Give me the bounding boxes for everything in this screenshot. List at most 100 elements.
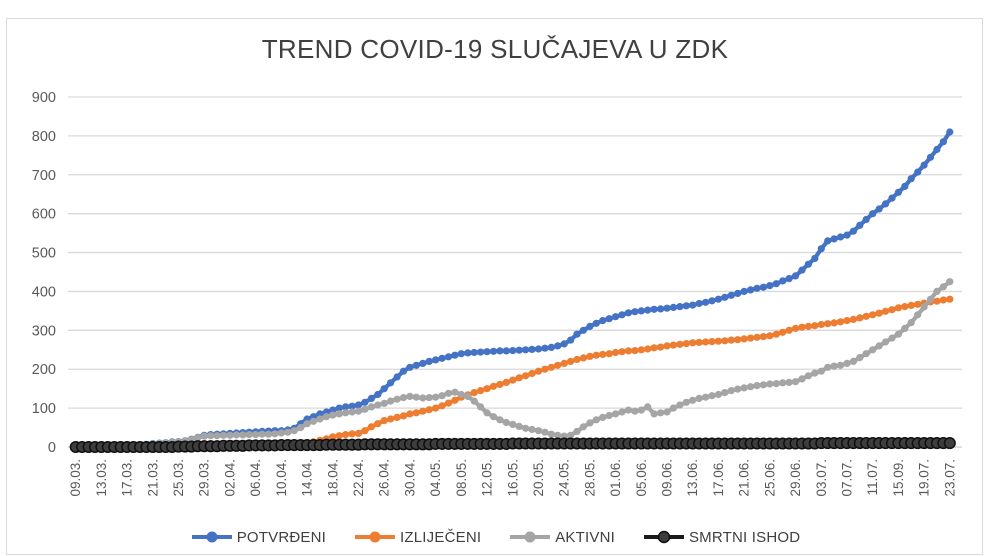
series-izlijeceni-marker xyxy=(817,320,825,329)
series-aktivni-marker xyxy=(779,379,787,387)
series-aktivni-marker xyxy=(592,416,600,424)
series-aktivni-marker xyxy=(502,418,510,427)
series-aktivni-marker xyxy=(618,408,626,416)
series-potvrdeni-marker xyxy=(316,410,324,418)
series-izlijeceni-marker xyxy=(804,322,813,330)
series-aktivni-marker xyxy=(605,411,613,420)
series-aktivni-marker xyxy=(875,342,883,350)
series-aktivni-marker xyxy=(457,390,465,399)
series-izlijeceni-marker xyxy=(451,396,459,404)
series-aktivni-marker xyxy=(914,311,922,319)
series-aktivni-marker xyxy=(547,430,555,438)
series-potvrdeni-marker xyxy=(560,340,568,348)
x-axis-label: 03.07. xyxy=(814,459,829,497)
series-potvrdeni-line xyxy=(75,130,952,450)
series-izlijeceni-marker xyxy=(939,296,948,304)
series-izlijeceni-marker xyxy=(631,347,639,355)
x-axis-label: 24.05. xyxy=(557,459,572,497)
series-aktivni-marker xyxy=(342,409,350,417)
series-potvrdeni-marker xyxy=(438,354,446,362)
series-potvrdeni-marker xyxy=(399,367,408,375)
series-potvrdeni-marker xyxy=(689,301,697,309)
series-aktivni-marker xyxy=(207,432,215,440)
series-izlijeceni-marker xyxy=(515,374,523,382)
series-potvrdeni-marker xyxy=(856,221,864,229)
series-potvrdeni-marker xyxy=(329,406,337,414)
series-izlijeceni-marker xyxy=(354,429,363,437)
x-axis-label: 01.06. xyxy=(608,459,623,497)
series-aktivni-marker xyxy=(329,411,337,419)
series-potvrdeni-marker xyxy=(464,349,472,357)
series-aktivni-marker xyxy=(759,381,768,389)
legend-item-smrtni-ishod: SMRTNI ISHOD xyxy=(642,529,800,546)
series-aktivni-marker xyxy=(444,389,453,397)
series-izlijeceni-marker xyxy=(901,303,909,311)
series-izlijeceni-marker xyxy=(747,334,755,342)
series-izlijeceni-marker xyxy=(579,354,588,362)
series-aktivni-marker xyxy=(451,388,459,396)
series-potvrdeni-marker xyxy=(881,200,890,208)
series-aktivni-marker xyxy=(245,431,253,439)
series-izlijeceni-marker xyxy=(650,344,658,352)
series-izlijeceni-marker xyxy=(644,345,652,353)
series-aktivni-marker xyxy=(894,330,903,338)
series-potvrdeni-marker xyxy=(367,394,375,402)
series-aktivni-marker xyxy=(631,407,639,415)
series-aktivni-marker xyxy=(727,387,735,395)
series-izlijeceni-marker xyxy=(727,336,735,344)
series-izlijeceni-marker xyxy=(843,317,851,325)
series-izlijeceni-marker xyxy=(888,306,896,314)
series-izlijeceni-marker xyxy=(489,382,498,390)
series-potvrdeni-marker xyxy=(779,277,787,285)
series-aktivni-marker xyxy=(586,419,594,427)
series-izlijeceni-marker xyxy=(502,378,510,386)
series-potvrdeni-marker xyxy=(522,346,530,354)
series-izlijeceni-marker xyxy=(399,412,408,420)
series-izlijeceni-marker xyxy=(522,372,530,380)
series-potvrdeni-marker xyxy=(547,343,555,351)
series-potvrdeni-marker xyxy=(599,317,607,325)
series-aktivni-marker xyxy=(387,397,395,405)
x-axis-label: 11.07. xyxy=(865,459,880,496)
series-aktivni-marker xyxy=(766,380,774,388)
series-potvrdeni-marker xyxy=(875,205,883,213)
series-aktivni-marker xyxy=(393,395,401,403)
series-aktivni-marker xyxy=(509,420,517,428)
chart-legend: POTVRĐENI IZLIJEČENI AKTIVNI SMRTNI ISHO… xyxy=(0,521,990,553)
series-potvrdeni-marker xyxy=(361,398,369,406)
series-izlijeceni-marker xyxy=(573,355,581,364)
x-axis-label: 20.05. xyxy=(531,459,546,497)
series-potvrdeni-marker xyxy=(901,182,909,190)
series-potvrdeni-marker xyxy=(766,282,774,290)
series-potvrdeni-marker xyxy=(489,347,498,355)
series-izlijeceni-marker xyxy=(528,369,536,378)
chart-frame xyxy=(6,18,983,555)
series-potvrdeni-marker xyxy=(888,194,896,202)
series-aktivni-marker xyxy=(284,428,292,436)
x-axis-label: 26.04. xyxy=(377,459,392,497)
x-axis-label: 04.05. xyxy=(428,459,443,497)
series-izlijeceni-marker xyxy=(657,343,665,351)
x-axis-label: 18.04. xyxy=(325,459,340,497)
series-potvrdeni-marker xyxy=(477,348,485,356)
series-aktivni-marker xyxy=(740,384,748,392)
series-potvrdeni-marker xyxy=(534,345,543,353)
series-izlijeceni-marker xyxy=(547,363,555,371)
series-izlijeceni-marker xyxy=(361,427,369,435)
series-aktivni-marker xyxy=(811,369,819,377)
series-aktivni-marker xyxy=(785,378,793,386)
y-axis-label: 100 xyxy=(32,401,56,417)
series-izlijeceni-marker xyxy=(881,307,890,315)
series-aktivni-marker xyxy=(252,431,260,439)
series-izlijeceni-marker xyxy=(669,341,678,349)
series-izlijeceni-marker xyxy=(740,335,748,343)
series-aktivni-marker xyxy=(824,363,832,371)
series-potvrdeni-marker xyxy=(907,175,915,183)
series-potvrdeni-marker xyxy=(496,347,504,355)
series-izlijeceni-marker xyxy=(432,404,440,412)
series-izlijeceni-marker xyxy=(605,350,613,358)
series-aktivni-marker xyxy=(438,392,446,400)
series-aktivni-marker xyxy=(714,390,723,399)
series-aktivni-marker xyxy=(734,385,742,393)
